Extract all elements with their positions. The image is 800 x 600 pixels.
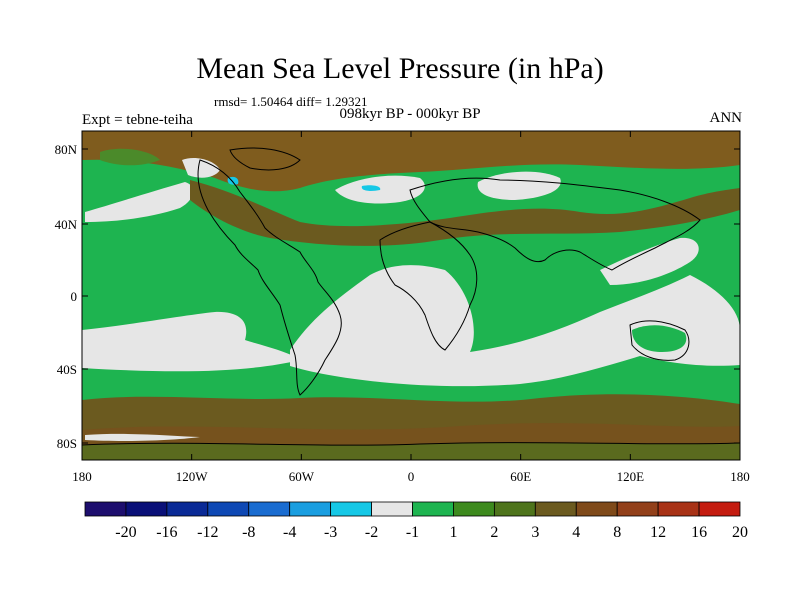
colorbar-swatch (493, 501, 536, 517)
latitude-axis: 80N 40N 0 40S 80S (55, 142, 740, 451)
colorbar-swatch (166, 501, 209, 517)
lat-tick-label: 40S (57, 362, 77, 377)
lat-tick-label: 0 (71, 289, 78, 304)
colorbar-swatch (371, 501, 413, 517)
colorbar-swatch (84, 501, 127, 517)
colorbar-label: -12 (197, 524, 218, 541)
experiment-label: Expt = tebne-teiha (82, 112, 193, 128)
colorbar-swatch (534, 501, 577, 517)
lat-tick-label: 40N (55, 217, 78, 232)
colorbar-swatch (575, 501, 618, 517)
colorbar-swatch (330, 501, 372, 517)
lon-tick-label: 60W (289, 469, 315, 484)
lon-tick-label: 60E (510, 469, 531, 484)
arctic-high (82, 131, 740, 192)
lon-tick-label: 120W (176, 469, 209, 484)
colorbar-swatch (698, 501, 741, 517)
colorbar-label: 3 (531, 524, 539, 541)
colorbar-label: 20 (732, 524, 748, 541)
colorbar-swatch (616, 501, 659, 517)
colorbar-label: 1 (449, 524, 457, 541)
colorbar-swatch (657, 501, 700, 517)
colorbar-label: 12 (650, 524, 666, 541)
season-label: ANN (709, 110, 743, 126)
colorbar-swatch (289, 501, 332, 517)
colorbar-label: 16 (691, 524, 707, 541)
colorbar-label: 2 (490, 524, 498, 541)
subtropical-high-south-atlantic-indian (290, 265, 740, 387)
arctic-patch-b (100, 148, 160, 166)
colorbar: -20 -16 -12 -8 -4 -3 -2 -1 1 2 3 4 8 12 16 20 (84, 501, 748, 541)
colorbar-label: 4 (572, 524, 580, 541)
australia-positive (632, 325, 687, 352)
lon-tick-label: 180 (72, 469, 92, 484)
lon-tick-label: 0 (408, 469, 415, 484)
lon-tick-label: 120E (617, 469, 645, 484)
colorbar-swatch (453, 501, 495, 517)
colorbar-swatch (125, 501, 168, 517)
coastlines (82, 147, 740, 446)
north-atlantic-high (85, 182, 194, 222)
colorbar-label: -16 (156, 524, 177, 541)
negative-anomaly-spot-2 (361, 185, 381, 191)
colorbar-label: 8 (613, 524, 621, 541)
colorbar-label: -2 (365, 524, 378, 541)
lat-tick-label: 80N (55, 142, 78, 157)
lat-tick-label: 80S (57, 436, 77, 451)
arctic-patch-a (182, 158, 220, 178)
antarctic-lower (82, 442, 740, 460)
rmsd-diff-stats: rmsd= 1.50464 diff= 1.29321 (214, 94, 368, 109)
colorbar-label: -1 (406, 524, 419, 541)
colorbar-label: -20 (115, 524, 136, 541)
siberia-high (477, 171, 561, 200)
colorbar-swatch (248, 501, 291, 517)
southern-ocean-high (85, 433, 200, 441)
period-subtitle: 098kyr BP - 000kyr BP (339, 106, 481, 122)
colorbar-label: -4 (283, 524, 296, 541)
colorbar-swatch (207, 501, 250, 517)
longitude-axis: 180 120W 60W 0 60E 120E 180 (72, 131, 750, 484)
colorbar-swatch (412, 501, 454, 517)
colorbar-label: -8 (242, 524, 255, 541)
colorbar-label: -3 (324, 524, 337, 541)
north-atlantic-band (190, 180, 740, 246)
subtropical-high-south-pacific (82, 311, 300, 372)
lon-tick-label: 180 (730, 469, 750, 484)
page-title: Mean Sea Level Pressure (in hPa) (196, 52, 604, 85)
western-pacific-high (600, 237, 699, 285)
